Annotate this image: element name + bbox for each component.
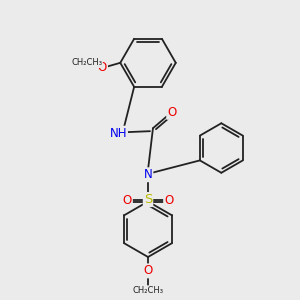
Text: NH: NH	[110, 127, 127, 140]
Text: CH₂CH₃: CH₂CH₃	[71, 58, 102, 67]
Text: O: O	[167, 106, 176, 119]
Text: O: O	[143, 264, 153, 278]
Text: O: O	[164, 194, 173, 207]
Text: S: S	[144, 193, 152, 206]
Text: O: O	[98, 61, 107, 74]
Text: CH₂CH₃: CH₂CH₃	[133, 286, 164, 295]
Text: N: N	[144, 168, 152, 181]
Text: O: O	[123, 194, 132, 207]
